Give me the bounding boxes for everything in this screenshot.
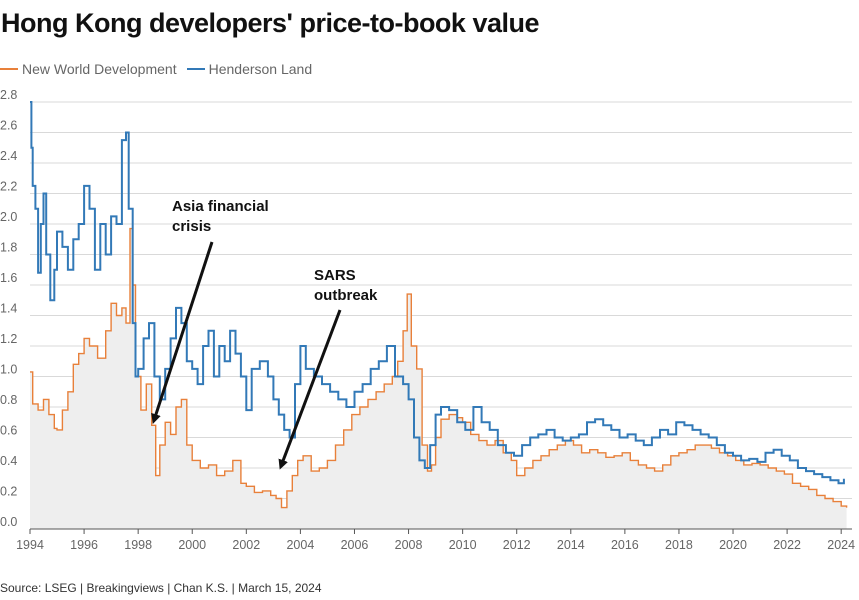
legend-item-new-world: New World Development bbox=[0, 61, 177, 77]
x-tick-label-1: 1996 bbox=[70, 538, 98, 552]
y-tick-label-10: 2.0 bbox=[0, 210, 17, 224]
legend-label-new-world: New World Development bbox=[22, 61, 177, 77]
annotation-0-line-0: Asia financial bbox=[172, 198, 269, 215]
x-tick-label-8: 2010 bbox=[449, 538, 477, 552]
y-tick-label-5: 1.0 bbox=[0, 363, 17, 377]
x-tick-label-4: 2002 bbox=[232, 538, 260, 552]
annotation-1-line-0: SARS bbox=[314, 267, 356, 284]
y-tick-label-7: 1.4 bbox=[0, 302, 17, 316]
y-tick-label-14: 2.8 bbox=[0, 88, 17, 102]
x-tick-label-0: 1994 bbox=[16, 538, 44, 552]
y-tick-label-4: 0.8 bbox=[0, 393, 17, 407]
y-tick-label-8: 1.6 bbox=[0, 271, 17, 285]
x-tick-label-6: 2006 bbox=[341, 538, 369, 552]
x-tick-label-13: 2020 bbox=[719, 538, 747, 552]
x-tick-label-15: 2024 bbox=[827, 538, 855, 552]
series-area-new-world-development bbox=[30, 228, 847, 529]
x-tick-label-10: 2014 bbox=[557, 538, 585, 552]
y-tick-label-11: 2.2 bbox=[0, 180, 17, 194]
legend-swatch-new-world bbox=[0, 68, 18, 70]
annotation-arrow-1 bbox=[278, 309, 342, 470]
chart-title: Hong Kong developers' price-to-book valu… bbox=[1, 8, 539, 38]
legend-label-henderson: Henderson Land bbox=[208, 61, 313, 77]
y-tick-label-0: 0.0 bbox=[0, 515, 17, 529]
x-tick-label-11: 2016 bbox=[611, 538, 639, 552]
x-tick-label-9: 2012 bbox=[503, 538, 531, 552]
y-tick-label-6: 1.2 bbox=[0, 332, 17, 346]
x-tick-label-3: 2000 bbox=[178, 538, 206, 552]
y-tick-label-13: 2.6 bbox=[0, 119, 17, 133]
annotation-arrow-0 bbox=[151, 241, 214, 424]
series-line-henderson-land bbox=[30, 101, 845, 485]
y-tick-label-2: 0.4 bbox=[0, 454, 17, 468]
x-tick-label-12: 2018 bbox=[665, 538, 693, 552]
annotation-1-line-1: outbreak bbox=[314, 287, 378, 304]
x-tick-label-5: 2004 bbox=[286, 538, 314, 552]
line-chart: 0.0 0.2 0.4 0.6 0.8 1.0 1.2 1.4 1.6 1.8 2.0 2.2 2.4 2… bbox=[0, 88, 855, 552]
legend: New World Development Henderson Land bbox=[0, 60, 322, 78]
annotation-0-line-1: crisis bbox=[172, 218, 211, 235]
source-note: Source: LSEG | Breakingviews | Chan K.S.… bbox=[0, 581, 322, 595]
legend-item-henderson: Henderson Land bbox=[186, 61, 313, 77]
x-tick-label-7: 2008 bbox=[395, 538, 423, 552]
y-tick-label-12: 2.4 bbox=[0, 149, 17, 163]
y-tick-label-9: 1.8 bbox=[0, 241, 17, 255]
x-tick-label-14: 2022 bbox=[773, 538, 801, 552]
x-tick-label-2: 1998 bbox=[124, 538, 152, 552]
legend-swatch-henderson bbox=[186, 68, 205, 70]
y-tick-label-1: 0.2 bbox=[0, 485, 17, 499]
y-tick-label-3: 0.6 bbox=[0, 424, 17, 438]
